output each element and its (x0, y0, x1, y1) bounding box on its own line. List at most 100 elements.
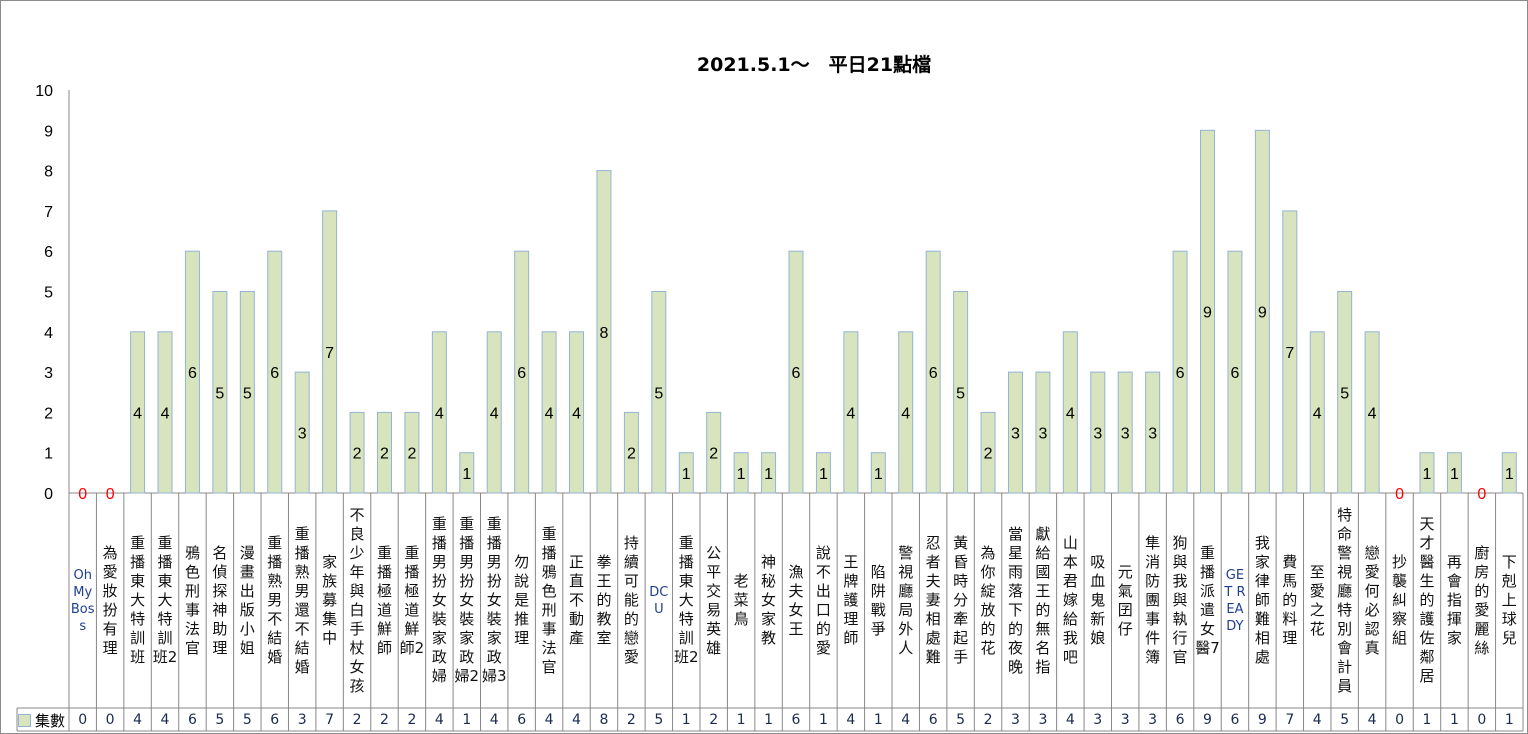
bar (1446, 452, 1462, 494)
table-value: 5 (654, 712, 664, 728)
table-value: 9 (1203, 712, 1212, 728)
category-label-text: 廚房的愛麗絲 (1474, 543, 1490, 657)
data-label: 5 (654, 385, 663, 402)
category-label-text: 我家律師難相處 (1254, 534, 1270, 666)
data-label: 7 (325, 345, 334, 362)
data-label: 1 (1450, 466, 1459, 483)
category-label-text: 為愛妝扮有理 (102, 543, 118, 657)
data-label: 1 (737, 466, 746, 483)
category-label: 天才醫生的護佐鄰居 (1413, 494, 1440, 707)
category-label-text: 為你綻放的花 (980, 543, 996, 657)
category-label: 隼消防團事件簿 (1139, 494, 1166, 707)
bar (596, 170, 612, 494)
table-value: 3 (1011, 712, 1020, 728)
bar (788, 250, 804, 494)
table-value: 6 (1230, 712, 1240, 728)
bar (212, 291, 228, 494)
data-label: 3 (298, 426, 307, 443)
category-label-text: 神秘女家教 (761, 553, 777, 647)
category-label: 漫畫出版小姐 (234, 494, 261, 707)
category-label: 說不出口的愛 (810, 494, 837, 707)
bar (815, 452, 831, 494)
data-label: 4 (435, 405, 444, 422)
category-label: 持續可能的戀愛 (618, 494, 645, 707)
category-label-text: 漫畫出版小姐 (239, 543, 255, 657)
data-label: 1 (1423, 466, 1432, 483)
table-value: 1 (1422, 712, 1432, 728)
category-label: 特命警視廳特別會計員 (1331, 494, 1358, 707)
data-label: 7 (1285, 345, 1294, 362)
table-value: 4 (434, 712, 444, 728)
table-value: 3 (1120, 712, 1130, 728)
data-label: 6 (1176, 365, 1185, 382)
data-label: 5 (243, 385, 252, 402)
bar (1200, 129, 1216, 494)
bar (651, 291, 667, 494)
data-label: 3 (1038, 426, 1047, 443)
table-value: 4 (572, 712, 581, 728)
category-label: 重播男扮女裝家政婦3 (481, 494, 508, 707)
category-label: 重播男扮女裝家政婦2 (453, 494, 480, 707)
bar (1062, 331, 1078, 494)
category-label-text: 不良少年與白手杖女孩 (349, 505, 365, 695)
table-value: 0 (1477, 712, 1487, 728)
category-label: 重播男扮女裝家政婦 (426, 494, 453, 707)
category-label: 戀愛何必認真 (1358, 494, 1385, 707)
bar (870, 452, 886, 494)
category-label-text: 隼消防團事件簿 (1145, 534, 1161, 666)
data-label: 1 (874, 466, 883, 483)
table-value: 1 (764, 712, 774, 728)
bar (1007, 371, 1023, 494)
category-label: 陷阱戰爭 (865, 494, 892, 707)
bar (322, 210, 338, 494)
bar (404, 411, 420, 494)
data-label: 6 (1230, 365, 1239, 382)
bar (1172, 250, 1188, 494)
data-label: 5 (956, 385, 965, 402)
category-label: 拳王的教室 (590, 494, 617, 707)
category-label: 為你綻放的花 (974, 494, 1001, 707)
table-value: 3 (1093, 712, 1103, 728)
category-label: 元氣囝仔 (1111, 494, 1138, 707)
data-label: 8 (600, 325, 609, 342)
bar (925, 250, 941, 494)
category-label-text: 再會指揮家 (1446, 553, 1462, 647)
category-label: 鴉色刑事法官 (179, 494, 206, 707)
category-label: 重播東大特訓班2 (151, 494, 178, 707)
category-label: 至愛之花 (1304, 494, 1331, 707)
table-value: 6 (928, 712, 938, 728)
data-label: 2 (627, 446, 636, 463)
bar (1282, 210, 1298, 494)
table-value: 1 (818, 712, 828, 728)
category-label: 不良少年與白手杖女孩 (343, 494, 370, 707)
category-label-text: 重播男扮女裝家政婦3 (481, 515, 507, 685)
category-label: 再會指揮家 (1441, 494, 1468, 707)
bar (733, 452, 749, 494)
bar (376, 411, 392, 494)
table-value: 8 (599, 712, 609, 728)
category-label-text: 重播極道鮮師2 (399, 543, 425, 657)
category-label-text: 老菜鳥 (733, 572, 749, 628)
table-value: 3 (297, 712, 307, 728)
bar (623, 411, 639, 494)
y-tick-label: 9 (44, 123, 53, 140)
table-value: 9 (1257, 712, 1267, 728)
table-value: 2 (983, 712, 993, 728)
category-label-text: 天才醫生的護佐鄰居 (1419, 515, 1435, 685)
bar (980, 411, 996, 494)
data-label: 0 (1395, 486, 1404, 503)
category-label: 神秘女家教 (755, 494, 782, 707)
data-label: 1 (682, 466, 691, 483)
bar (1145, 371, 1161, 494)
bar (541, 331, 557, 494)
data-label: 6 (270, 365, 279, 382)
category-label: 當星雨落下的夜晚 (1002, 494, 1029, 707)
table-value: 6 (187, 712, 197, 728)
data-label: 3 (1011, 426, 1020, 443)
table-value: 4 (846, 712, 856, 728)
data-label: 2 (709, 446, 718, 463)
bar (486, 331, 502, 494)
data-label: 5 (1340, 385, 1349, 402)
category-label: 狗與我與執行官 (1166, 494, 1193, 707)
